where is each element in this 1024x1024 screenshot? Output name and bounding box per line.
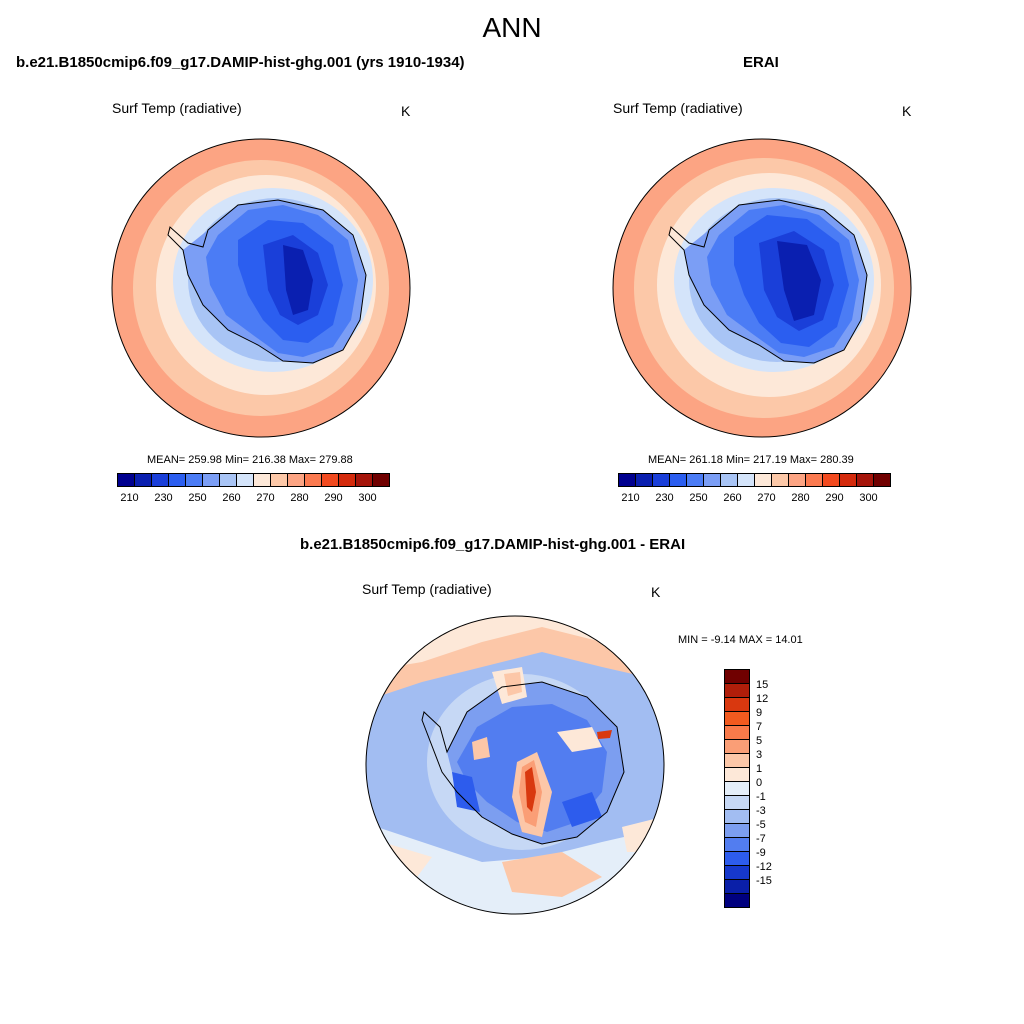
obs-colorbar-box	[873, 473, 891, 487]
model-colorbar-tick: 230	[154, 492, 173, 504]
obs-colorbar-tick: 260	[723, 492, 742, 504]
diff-colorbar-box	[724, 823, 750, 838]
model-colorbar-box	[151, 473, 169, 487]
obs-colorbar-box	[856, 473, 874, 487]
obs-colorbar-tick: 250	[689, 492, 708, 504]
diff-colorbar-tick: 9	[756, 707, 763, 719]
model-colorbar-box	[372, 473, 390, 487]
obs-polar-map	[612, 138, 912, 438]
obs-colorbar-box	[771, 473, 789, 487]
diff-colorbar-tick: 3	[756, 749, 763, 761]
model-colorbar-box	[253, 473, 271, 487]
diff-colorbar-tick: 7	[756, 721, 763, 733]
diff-colorbar-box	[724, 795, 750, 810]
diff-colorbar-box	[724, 753, 750, 768]
obs-colorbar-tick: 230	[655, 492, 674, 504]
diff-colorbar-tick: -7	[756, 833, 766, 845]
obs-colorbar-box	[720, 473, 738, 487]
obs-colorbar-box	[788, 473, 806, 487]
model-case-title: b.e21.B1850cmip6.f09_g17.DAMIP-hist-ghg.…	[16, 54, 465, 71]
diff-colorbar-box	[724, 781, 750, 796]
diff-colorbar-box	[724, 683, 750, 698]
diff-colorbar-tick: -1	[756, 791, 766, 803]
model-colorbar-box	[270, 473, 288, 487]
obs-colorbar-box	[822, 473, 840, 487]
model-colorbar-box	[202, 473, 220, 487]
model-colorbar-box	[355, 473, 373, 487]
obs-colorbar-box	[618, 473, 636, 487]
obs-colorbar-box	[737, 473, 755, 487]
obs-colorbar-tick: 210	[621, 492, 640, 504]
model-colorbar-box	[321, 473, 339, 487]
obs-colorbar-box	[839, 473, 857, 487]
model-colorbar-box	[304, 473, 322, 487]
diff-colorbar-box	[724, 669, 750, 684]
diff-polar-map	[365, 615, 665, 915]
diff-colorbar-tick: 12	[756, 693, 769, 705]
diff-colorbar-tick: -9	[756, 847, 766, 859]
diff-colorbar-tick: -5	[756, 819, 766, 831]
obs-colorbar-box	[652, 473, 670, 487]
diff-colorbar-tick: 15	[756, 679, 769, 691]
model-colorbar-tick: 290	[324, 492, 343, 504]
diff-colorbar-box	[724, 837, 750, 852]
obs-colorbar-box	[686, 473, 704, 487]
model-colorbar-box	[219, 473, 237, 487]
model-colorbar-tick: 210	[120, 492, 139, 504]
diff-units-label: K	[651, 584, 661, 600]
diff-colorbar-tick: 1	[756, 763, 763, 775]
obs-units-label: K	[902, 103, 912, 119]
model-variable-label: Surf Temp (radiative)	[112, 100, 242, 116]
obs-colorbar-tick: 290	[825, 492, 844, 504]
obs-colorbar-box	[635, 473, 653, 487]
model-polar-map	[111, 138, 411, 438]
diff-colorbar-box	[724, 851, 750, 866]
obs-colorbar-tick: 300	[859, 492, 878, 504]
diff-colorbar-tick: 0	[756, 777, 763, 789]
model-colorbar-box	[117, 473, 135, 487]
diff-colorbar-box	[724, 711, 750, 726]
diff-colorbar: 15 12 9 7 5 3 1 0 -1 -3 -5 -7 -9 -12 -15	[724, 669, 784, 913]
obs-colorbar-box	[703, 473, 721, 487]
obs-colorbar: 210 230 250 260 270 280 290 300	[618, 473, 918, 509]
model-colorbar-tick: 260	[222, 492, 241, 504]
obs-variable-label: Surf Temp (radiative)	[613, 100, 743, 116]
model-colorbar-tick: 270	[256, 492, 275, 504]
model-colorbar-box	[236, 473, 254, 487]
diff-colorbar-box	[724, 697, 750, 712]
model-colorbar-box	[168, 473, 186, 487]
model-colorbar-box	[185, 473, 203, 487]
model-colorbar-tick: 280	[290, 492, 309, 504]
diff-stats: MIN = -9.14 MAX = 14.01	[678, 634, 803, 646]
diff-colorbar-box	[724, 865, 750, 880]
diff-colorbar-box	[724, 809, 750, 824]
model-units-label: K	[401, 103, 411, 119]
model-colorbar-box	[287, 473, 305, 487]
model-colorbar-box	[134, 473, 152, 487]
model-colorbar-tick: 300	[358, 492, 377, 504]
obs-stats: MEAN= 261.18 Min= 217.19 Max= 280.39	[648, 454, 854, 466]
diff-colorbar-box	[724, 725, 750, 740]
diff-colorbar-box	[724, 739, 750, 754]
diff-colorbar-tick: -15	[756, 875, 772, 887]
diff-colorbar-box	[724, 893, 750, 908]
diff-colorbar-tick: 5	[756, 735, 763, 747]
obs-colorbar-tick: 270	[757, 492, 776, 504]
model-colorbar: 210 230 250 260 270 280 290 300	[117, 473, 417, 509]
diff-colorbar-tick: -12	[756, 861, 772, 873]
diff-variable-label: Surf Temp (radiative)	[362, 581, 492, 597]
diff-case-title: b.e21.B1850cmip6.f09_g17.DAMIP-hist-ghg.…	[300, 536, 686, 553]
main-title: ANN	[482, 12, 542, 43]
model-colorbar-box	[338, 473, 356, 487]
obs-colorbar-box	[754, 473, 772, 487]
diff-colorbar-tick: -3	[756, 805, 766, 817]
obs-colorbar-box	[805, 473, 823, 487]
diff-colorbar-box	[724, 767, 750, 782]
model-stats: MEAN= 259.98 Min= 216.38 Max= 279.88	[147, 454, 353, 466]
obs-colorbar-box	[669, 473, 687, 487]
obs-colorbar-tick: 280	[791, 492, 810, 504]
obs-case-title: ERAI	[743, 54, 779, 71]
model-colorbar-tick: 250	[188, 492, 207, 504]
diff-colorbar-box	[724, 879, 750, 894]
